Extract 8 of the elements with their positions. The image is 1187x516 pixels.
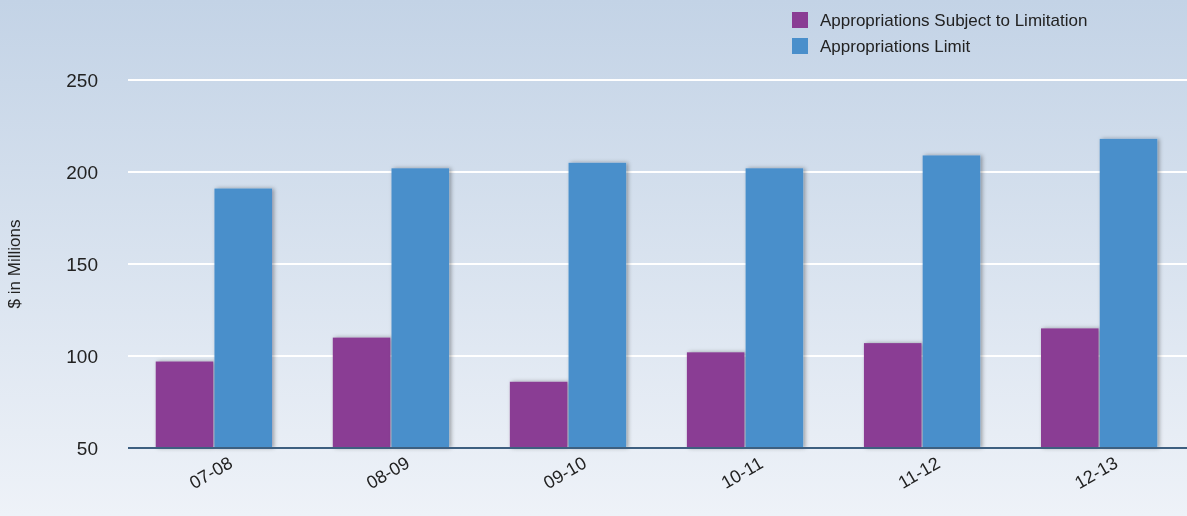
y-axis-title: $ in Millions bbox=[5, 219, 24, 309]
y-tick-label: 150 bbox=[66, 253, 98, 275]
y-tick-label: 100 bbox=[66, 345, 98, 367]
y-tick-label: 50 bbox=[76, 437, 98, 459]
y-tick-label: 250 bbox=[66, 69, 98, 91]
legend-label: Appropriations Subject to Limitation bbox=[820, 10, 1088, 30]
legend-label: Appropriations Limit bbox=[820, 36, 971, 56]
y-tick-label: 200 bbox=[66, 161, 98, 183]
